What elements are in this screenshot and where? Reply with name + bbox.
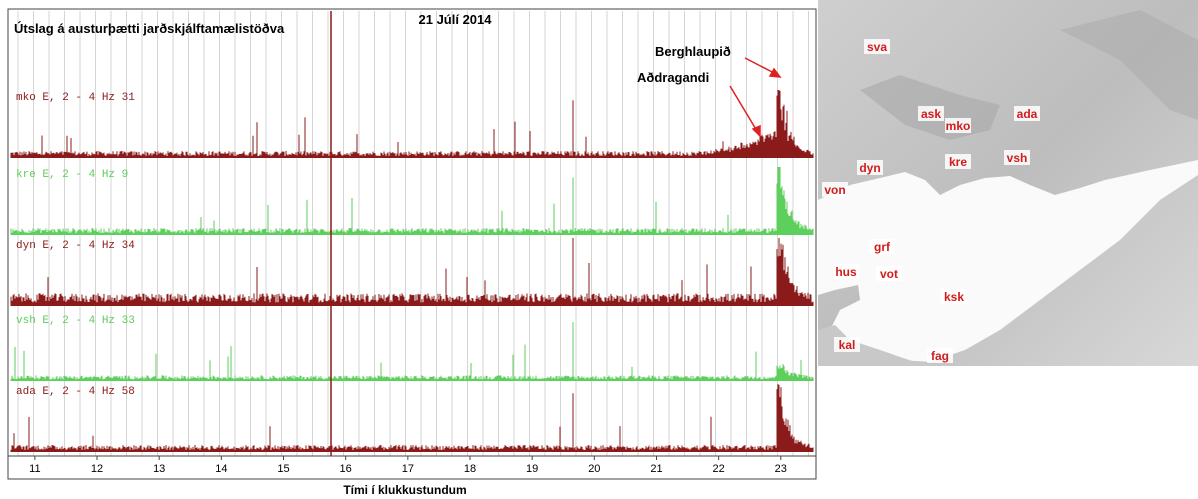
x-tick-label: 12 — [91, 463, 103, 475]
station-label: fag — [931, 349, 949, 363]
station-label: von — [824, 183, 845, 197]
trace-label: dyn E, 2 - 4 Hz 34 — [16, 240, 135, 252]
station-label: ask — [921, 107, 941, 121]
x-tick-label: 13 — [153, 463, 165, 475]
plot-date: 21 Júlí 2014 — [419, 12, 493, 27]
x-tick-label: 14 — [215, 463, 227, 475]
x-tick-label: 16 — [340, 463, 352, 475]
x-axis-label: Tími í klukkustundum — [343, 483, 466, 497]
station-label: dyn — [859, 161, 880, 175]
station-label: grf — [874, 240, 891, 254]
station-label: hus — [835, 265, 857, 279]
trace-label: vsh E, 2 - 4 Hz 33 — [16, 315, 135, 327]
plot-title: Útslag á austurþætti jarðskjálftamælistö… — [14, 21, 285, 36]
annotation: Berghlaupið — [655, 44, 731, 59]
station-label: kre — [949, 155, 967, 169]
x-tick-label: 23 — [775, 463, 787, 475]
trace-label: mko E, 2 - 4 Hz 31 — [16, 92, 135, 104]
x-tick-label: 19 — [526, 463, 538, 475]
x-tick-label: 15 — [277, 463, 289, 475]
trace-label: kre E, 2 - 4 Hz 9 — [16, 169, 128, 181]
x-tick-label: 18 — [464, 463, 476, 475]
x-tick-label: 11 — [29, 463, 40, 475]
station-label: kal — [839, 338, 856, 352]
x-tick-label: 22 — [713, 463, 725, 475]
x-tick-label: 17 — [402, 463, 414, 475]
map — [818, 0, 1198, 366]
x-tick-label: 21 — [650, 463, 662, 475]
station-label: vot — [880, 267, 898, 281]
station-label: vsh — [1007, 151, 1028, 165]
annotation: Aðdragandi — [637, 70, 709, 85]
station-label: ksk — [944, 290, 964, 304]
figure: mko E, 2 - 4 Hz 31 kre E, 2 - 4 Hz 9 dyn E… — [0, 0, 1198, 499]
station-label: mko — [946, 119, 971, 133]
station-label: ada — [1017, 107, 1038, 121]
station-label: sva — [867, 40, 887, 54]
x-tick-label: 20 — [588, 463, 600, 475]
trace-label: ada E, 2 - 4 Hz 58 — [16, 386, 135, 398]
